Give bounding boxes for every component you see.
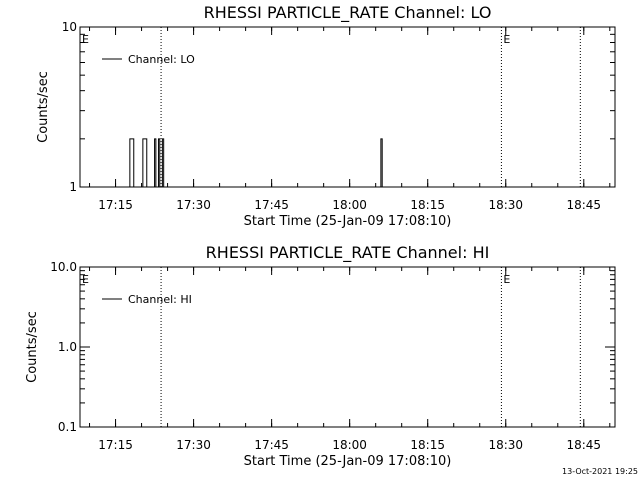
x-tick-label: 17:30	[176, 198, 211, 212]
plot-frame	[79, 266, 616, 428]
time-marker-label: E	[82, 273, 89, 286]
time-marker-label: E	[503, 273, 510, 286]
x-tick-label: 18:45	[566, 198, 601, 212]
time-marker-label: E	[503, 33, 510, 46]
x-tick-label: 17:15	[98, 198, 133, 212]
x-tick-label: 18:30	[488, 438, 523, 452]
x-tick-label: 17:45	[254, 198, 289, 212]
chart-title: RHESSI PARTICLE_RATE Channel: LO	[204, 3, 492, 23]
x-axis-label: Start Time (25-Jan-09 17:08:10)	[244, 214, 452, 229]
x-tick-label: 18:45	[566, 438, 601, 452]
y-axis-label: Counts/sec	[36, 71, 51, 143]
series-line-1	[128, 138, 383, 188]
y-tick-label: 1.0	[58, 340, 77, 354]
chart-lo-panel: RHESSI PARTICLE_RATE Channel: LO Start Ti…	[36, 3, 616, 229]
x-tick-label: 18:15	[410, 198, 445, 212]
legend-label: Channel: LO	[128, 53, 195, 66]
time-marker-label: E	[82, 33, 89, 46]
x-tick-label: 18:00	[332, 438, 367, 452]
y-tick-label: 0.1	[58, 420, 77, 434]
legend-label: Channel: HI	[128, 293, 192, 306]
x-tick-label: 17:45	[254, 438, 289, 452]
x-tick-label: 18:30	[488, 198, 523, 212]
timestamp-footer: 13-Oct-2021 19:25	[562, 467, 638, 476]
x-tick-label: 17:30	[176, 438, 211, 452]
chart-title: RHESSI PARTICLE_RATE Channel: HI	[206, 243, 490, 263]
y-tick-label: 1	[69, 180, 77, 194]
x-tick-label: 17:15	[98, 438, 133, 452]
x-tick-label: 18:15	[410, 438, 445, 452]
x-tick-label: 18:00	[332, 198, 367, 212]
x-axis-label: Start Time (25-Jan-09 17:08:10)	[244, 454, 452, 469]
y-tick-label: 10	[62, 20, 77, 34]
chart-hi-panel: RHESSI PARTICLE_RATE Channel: HI Start Ti…	[25, 243, 616, 469]
y-axis-label: Counts/sec	[25, 311, 40, 383]
y-tick-label: 10.0	[50, 260, 77, 274]
